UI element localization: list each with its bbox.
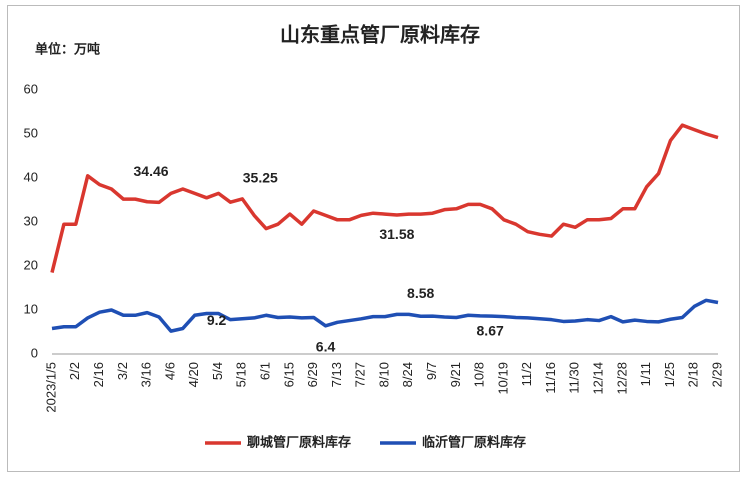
data-label: 34.46 — [134, 163, 169, 179]
data-label: 8.67 — [477, 323, 504, 339]
x-tick-label: 12/28 — [614, 362, 629, 395]
y-tick-label: 0 — [31, 345, 38, 360]
data-label: 9.2 — [207, 312, 227, 328]
x-tick-label: 1/11 — [638, 362, 653, 386]
x-tick-label: 9/21 — [448, 362, 463, 387]
x-tick-label: 1/25 — [662, 362, 677, 387]
x-tick-label: 3/2 — [115, 362, 130, 380]
x-tick-label: 8/10 — [376, 362, 391, 387]
data-label: 35.25 — [243, 170, 278, 186]
x-tick-label: 3/16 — [139, 362, 154, 387]
y-tick-label: 40 — [24, 169, 38, 184]
x-tick-label: 10/8 — [472, 362, 487, 387]
x-tick-label: 8/24 — [400, 362, 415, 387]
x-tick-label: 2023/1/5 — [43, 362, 58, 413]
y-tick-label: 50 — [24, 125, 38, 140]
x-tick-label: 5/4 — [210, 362, 225, 380]
x-tick-label: 2/29 — [709, 362, 724, 387]
series-line — [50, 123, 719, 274]
x-tick-label: 6/29 — [305, 362, 320, 387]
x-tick-label: 11/2 — [519, 362, 534, 386]
x-tick-label: 9/7 — [424, 362, 439, 380]
x-tick-label: 2/2 — [67, 362, 82, 380]
x-tick-label: 2/18 — [686, 362, 701, 387]
chart-title: 山东重点管厂原料库存 — [280, 22, 480, 46]
y-tick-label: 60 — [24, 81, 38, 96]
data-label: 6.4 — [316, 339, 336, 355]
x-tick-label: 12/14 — [591, 362, 606, 395]
legend-label: 临沂管厂原料库存 — [422, 434, 526, 449]
x-tick-label: 4/6 — [162, 362, 177, 380]
data-label: 8.58 — [407, 285, 434, 301]
data-label: 31.58 — [379, 226, 414, 242]
x-tick-label: 11/16 — [543, 362, 558, 394]
frame — [7, 5, 740, 472]
x-tick-label: 11/30 — [567, 362, 582, 394]
x-tick-label: 4/20 — [186, 362, 201, 387]
y-tick-label: 20 — [24, 257, 38, 272]
x-tick-label: 2/16 — [91, 362, 106, 387]
x-tick-label: 7/13 — [329, 362, 344, 387]
x-tick-label: 6/1 — [258, 362, 273, 380]
x-tick-label: 5/18 — [234, 362, 249, 387]
y-tick-label: 10 — [24, 301, 38, 316]
y-axis-label: 单位：万吨 — [35, 41, 100, 56]
x-tick-label: 7/27 — [353, 362, 368, 387]
y-tick-label: 30 — [24, 213, 38, 228]
legend-label: 聊城管厂原料库存 — [247, 434, 351, 449]
x-tick-label: 6/15 — [281, 362, 296, 387]
x-tick-label: 10/19 — [495, 362, 510, 395]
series-line — [51, 298, 719, 333]
